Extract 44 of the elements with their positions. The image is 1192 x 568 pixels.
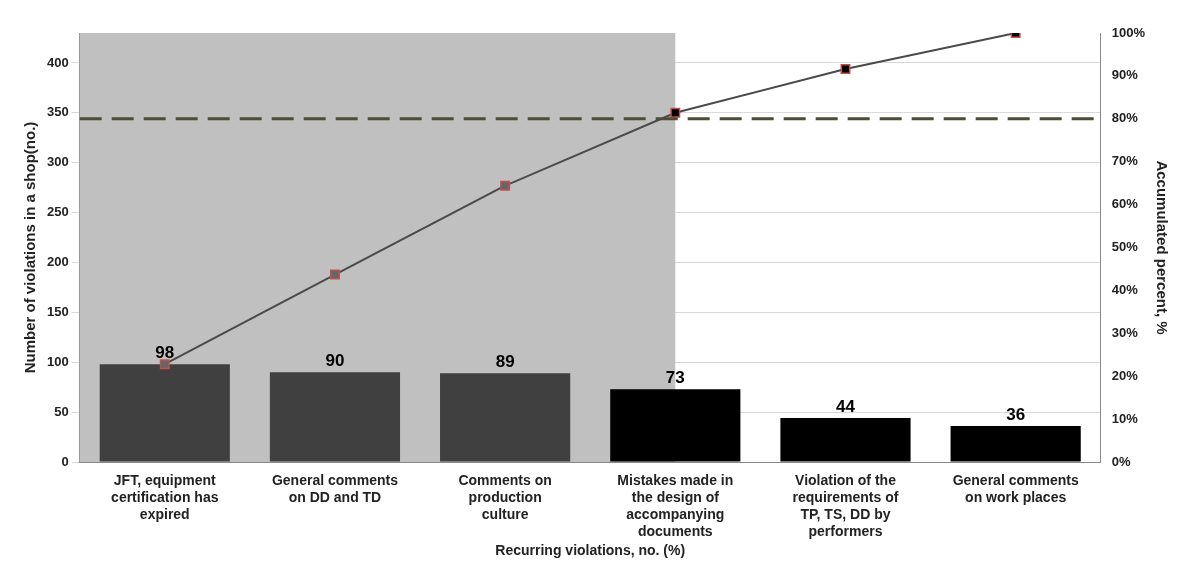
data-label: 73 [665, 368, 685, 388]
x-tick-label: General comments on DD and TD [271, 472, 399, 506]
data-label: 36 [1006, 405, 1026, 425]
y2-tick-label: 30% [1111, 324, 1139, 340]
point [159, 359, 170, 370]
point [329, 269, 340, 280]
y2-tick-label: 0% [1111, 453, 1131, 469]
x-tick-label: Comments on production culture [458, 472, 552, 522]
bar [440, 373, 571, 462]
x-tick-label: General comments on work places [952, 472, 1079, 506]
data-label: 98 [155, 343, 175, 363]
x-tick-label: JFT, equipment certification has expired [111, 472, 219, 522]
data-label: 44 [836, 397, 856, 417]
y-tick-label: 50 [54, 403, 69, 419]
y-tick-label: 350 [46, 104, 69, 120]
y2-tick-label: 90% [1111, 67, 1139, 83]
y-tick-label: 100 [46, 353, 69, 369]
y-tick-label: 0 [61, 453, 69, 469]
y2-tick-label: 50% [1111, 239, 1139, 255]
y2-tick-label: 100% [1111, 24, 1146, 40]
data-label: 89 [495, 352, 515, 372]
bar [610, 389, 741, 462]
y2-tick-label: 70% [1111, 153, 1139, 169]
y2-tick-label: 10% [1111, 410, 1139, 426]
x-tick-label: Mistakes made in the design of accompanying documents [617, 472, 734, 539]
y2-tick-label: 20% [1111, 367, 1139, 383]
y2-tick-label: 60% [1111, 196, 1139, 212]
y-tick-label: 150 [46, 303, 69, 319]
x-axis-title: Recurring violations, no. (%) [495, 542, 686, 559]
x-tick-label: Violation of the requirements of TP, TS, DD by performers [792, 472, 899, 539]
y-tick-label: 300 [46, 154, 69, 170]
bar [269, 372, 401, 462]
bar [950, 426, 1081, 462]
bar [780, 418, 911, 462]
y-axis-title: Number of violations in a shop(no.) [21, 121, 39, 374]
y2-tick-label: 80% [1111, 110, 1139, 126]
data-label: 90 [325, 351, 345, 371]
y-tick-label: 200 [46, 254, 69, 270]
y2-axis-title: Accumulated percent, % [1153, 160, 1171, 335]
bar [99, 364, 230, 462]
point [500, 180, 511, 191]
y-tick-label: 250 [46, 204, 69, 220]
y2-tick-label: 40% [1111, 281, 1139, 297]
y-tick-label: 400 [46, 54, 69, 70]
